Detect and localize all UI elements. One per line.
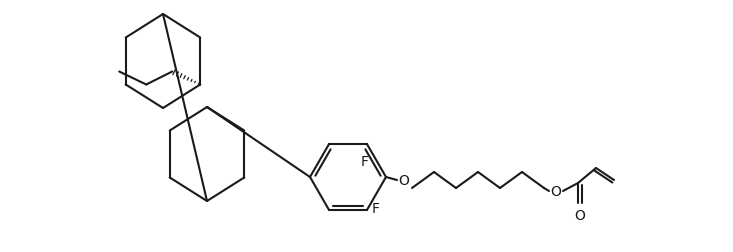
Text: O: O [575,208,586,222]
Text: O: O [550,184,561,198]
Text: F: F [372,201,380,215]
Text: O: O [399,173,410,187]
Text: F: F [361,154,369,168]
